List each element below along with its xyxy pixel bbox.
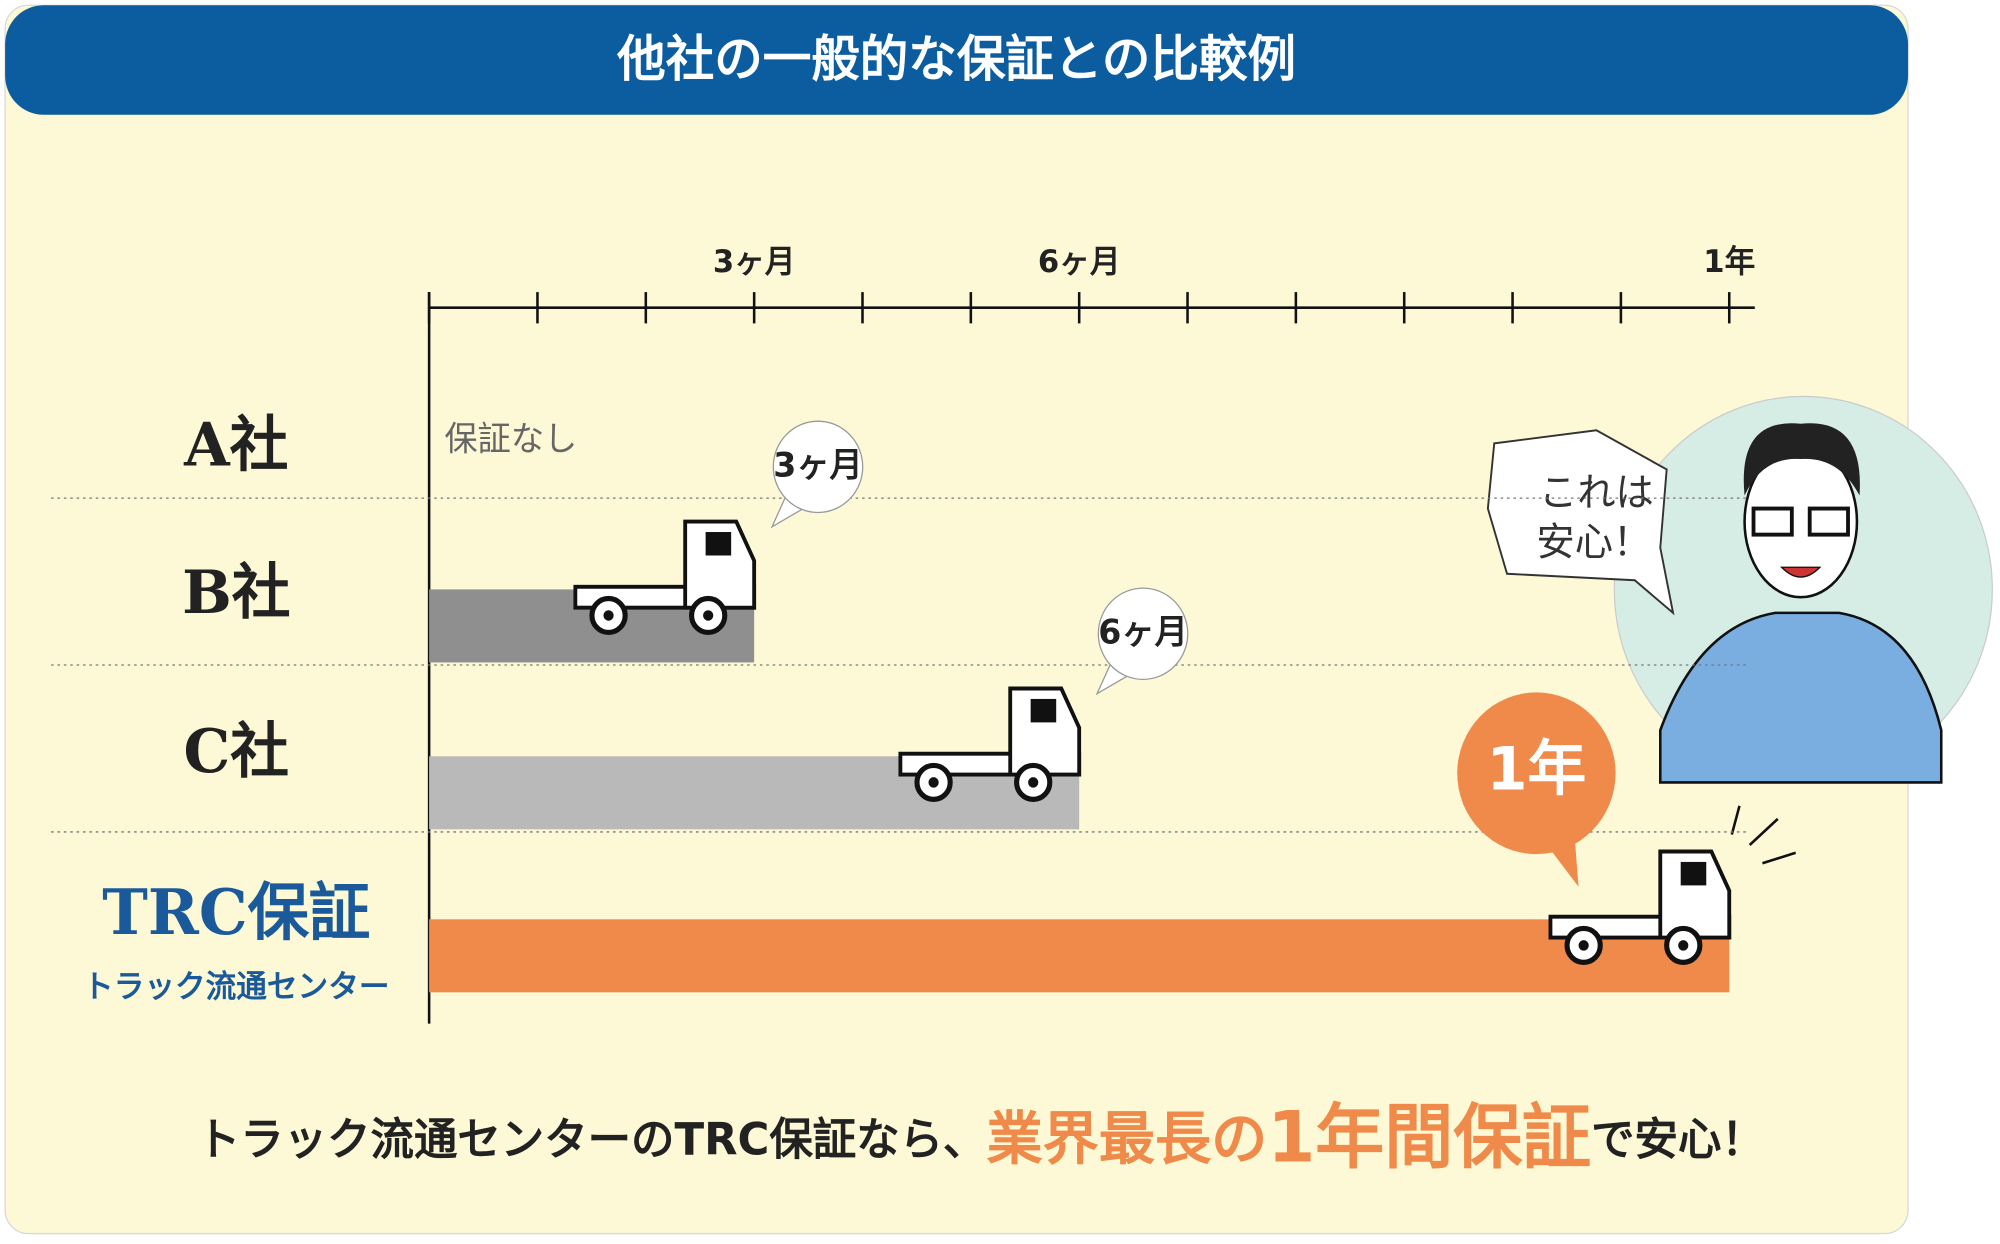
value-label: 保証なし	[444, 419, 577, 458]
truck-hub	[1028, 777, 1039, 788]
footer-text: で安心！	[1591, 1114, 1765, 1166]
emphasis-line	[1762, 851, 1797, 865]
value-bubble	[1457, 692, 1616, 855]
value-bubble	[772, 420, 864, 514]
truck	[898, 686, 1082, 802]
value-label: 3ヶ月	[773, 445, 862, 484]
glasses	[1751, 506, 1794, 537]
footer-text: トラック流通センターのTRC保証なら、	[197, 1114, 987, 1166]
truck-hub	[1578, 940, 1589, 951]
person-body	[1659, 611, 1943, 784]
truck	[1548, 849, 1732, 965]
speech-bubble	[1486, 429, 1675, 616]
mouth	[1780, 566, 1822, 578]
speech-text: これは	[1539, 471, 1654, 516]
emphasis-line	[1730, 805, 1741, 835]
truck-window	[1030, 698, 1057, 723]
x-tick-label: 1年	[1703, 244, 1755, 280]
truck-cab	[1658, 849, 1732, 940]
category-label: B社	[182, 556, 290, 627]
person-hair	[1743, 423, 1860, 496]
emphasis-line	[1748, 817, 1779, 846]
footer-highlight: 業界最長の	[986, 1106, 1267, 1173]
truck-hub	[1678, 940, 1689, 951]
truck-cab	[683, 519, 757, 610]
category-label: C社	[184, 715, 289, 786]
glasses	[1807, 506, 1850, 537]
truck-window	[705, 532, 732, 556]
footer-highlight: 1年間保証	[1267, 1097, 1591, 1179]
x-tick-label: 6ヶ月	[1038, 244, 1121, 280]
value-bubble	[1097, 587, 1189, 681]
truck-hub	[928, 777, 939, 788]
category-label: TRC保証	[102, 876, 370, 950]
bar	[429, 919, 1730, 993]
value-label: 1年	[1487, 734, 1587, 804]
truck-hub	[603, 610, 614, 621]
x-tick-label: 3ヶ月	[713, 244, 796, 280]
category-label: A社	[183, 409, 288, 480]
truck	[573, 519, 757, 636]
speech-text: 安心！	[1536, 520, 1651, 565]
footer: トラック流通センターのTRC保証なら、業界最長の1年間保証で安心！	[197, 1097, 1765, 1179]
logo-subtitle: トラック流通センター	[83, 969, 389, 1005]
truck-cab	[1008, 686, 1082, 777]
title-bar	[5, 5, 1909, 115]
value-label: 6ヶ月	[1098, 612, 1187, 651]
chart-title: 他社の一般的な保証との比較例	[616, 30, 1296, 89]
truck-window	[1680, 861, 1707, 886]
truck-hub	[703, 610, 714, 621]
